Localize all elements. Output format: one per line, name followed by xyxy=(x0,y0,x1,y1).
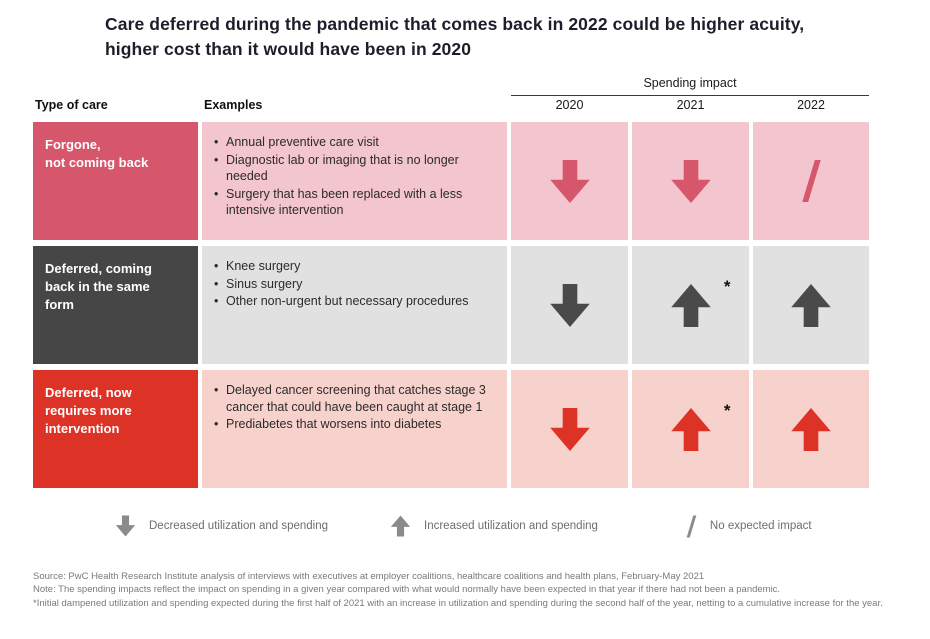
year-2022-header: 2022 xyxy=(797,98,825,112)
footnote-asterisk: * xyxy=(723,276,731,296)
legend-decreased: Decreased utilization and spending xyxy=(115,513,328,539)
example-item: Sinus surgery xyxy=(214,276,497,293)
legend-label: No expected impact xyxy=(709,520,812,532)
down-arrow-icon xyxy=(115,513,136,539)
deferred-same-2020-impact xyxy=(511,246,628,364)
example-item: Other non-urgent but necessary procedure… xyxy=(214,293,497,310)
year-2021-header: 2021 xyxy=(676,98,705,112)
row-deferred-same-examples: Knee surgery Sinus surgery Other non-urg… xyxy=(202,246,507,364)
spending-impact-header: Spending impact xyxy=(33,76,869,96)
deferred-same-2022-impact xyxy=(753,246,869,364)
no-impact-slash-icon xyxy=(686,514,697,539)
deferred-more-2020-impact xyxy=(511,370,628,488)
example-item: Knee surgery xyxy=(214,258,497,275)
row-deferred-same-type: Deferred, coming back in the same form xyxy=(33,246,198,364)
spending-note: Note: The spending impacts reflect the i… xyxy=(33,584,781,596)
down-arrow-icon xyxy=(546,407,594,451)
forgone-2020-impact xyxy=(511,122,628,240)
deferred-same-2021-impact: * xyxy=(632,246,749,364)
up-arrow-icon xyxy=(390,513,411,539)
example-item: Surgery that has been replaced with a le… xyxy=(214,186,497,219)
down-arrow-icon xyxy=(546,283,594,327)
up-arrow-icon: * xyxy=(667,278,731,327)
deferred-more-2022-impact xyxy=(753,370,869,488)
care-impact-table: Forgone, not coming back Annual preventi… xyxy=(33,122,869,488)
legend-increased: Increased utilization and spending xyxy=(390,513,598,539)
row-forgone-examples: Annual preventive care visit Diagnostic … xyxy=(202,122,507,240)
row-deferred-more-examples: Delayed cancer screening that catches st… xyxy=(202,370,507,488)
down-arrow-icon xyxy=(667,159,715,203)
row-forgone-type: Forgone, not coming back xyxy=(33,122,198,240)
year-2020-header: 2020 xyxy=(555,98,584,112)
deferred-more-2021-impact: * xyxy=(632,370,749,488)
forgone-2022-impact xyxy=(753,122,869,240)
up-arrow-icon xyxy=(787,407,835,451)
example-item: Diagnostic lab or imaging that is no lon… xyxy=(214,152,497,185)
example-item: Delayed cancer screening that catches st… xyxy=(214,382,497,415)
no-impact-slash-icon xyxy=(801,158,822,204)
footnote-asterisk: * xyxy=(723,400,731,420)
column-headers: Type of care Examples 2020 2021 2022 xyxy=(33,98,869,112)
example-item: Annual preventive care visit xyxy=(214,134,497,151)
up-arrow-icon xyxy=(787,283,835,327)
legend-label: Decreased utilization and spending xyxy=(149,520,329,532)
source-note: Source: PwC Health Research Institute an… xyxy=(33,571,705,582)
down-arrow-icon xyxy=(546,159,594,203)
examples-header: Examples xyxy=(204,98,263,112)
footnotes: Source: PwC Health Research Institute an… xyxy=(33,570,909,610)
up-arrow-icon: * xyxy=(667,402,731,451)
row-deferred-more-type: Deferred, now requires more intervention xyxy=(33,370,198,488)
forgone-2021-impact xyxy=(632,122,749,240)
page-title: Care deferred during the pandemic that c… xyxy=(105,14,805,60)
asterisk-note: *Initial dampened utilization and spendi… xyxy=(33,597,883,609)
type-of-care-header: Type of care xyxy=(35,98,108,112)
legend-no-impact: No expected impact xyxy=(686,514,812,539)
example-item: Prediabetes that worsens into diabetes xyxy=(214,416,497,433)
spending-impact-label: Spending impact xyxy=(511,76,869,96)
legend: Decreased utilization and spending Incre… xyxy=(115,513,812,539)
legend-label: Increased utilization and spending xyxy=(424,520,598,532)
